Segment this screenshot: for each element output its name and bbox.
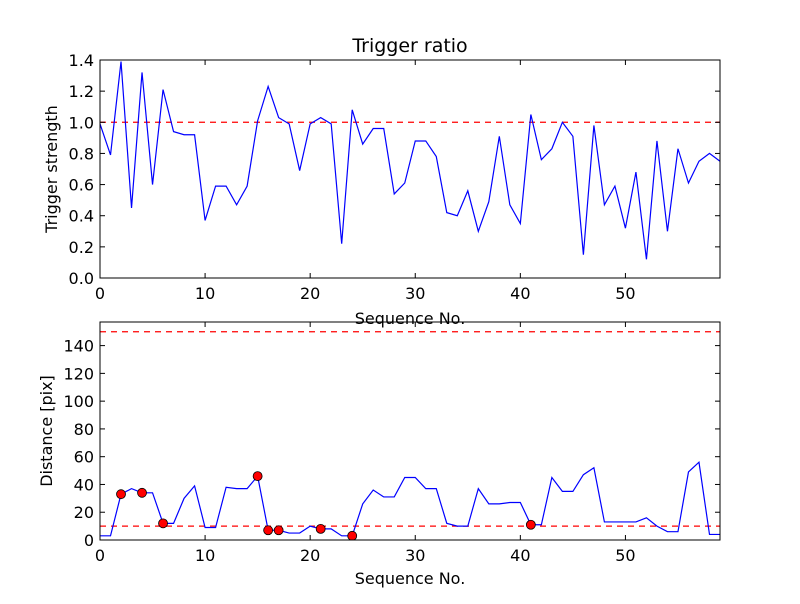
- top-y-tick-label: 1.0: [69, 113, 94, 132]
- bottom-x-tick-label: 30: [405, 546, 425, 565]
- bottom-x-axis-label: Sequence No.: [355, 569, 466, 588]
- bottom-marker-point: [315, 523, 326, 534]
- bottom-marker-point: [252, 471, 263, 482]
- top-x-tick-label: 40: [510, 284, 530, 303]
- bottom-x-tick-label: 10: [195, 546, 215, 565]
- bottom-marker-point: [116, 489, 126, 500]
- top-y-tick-label: 0.4: [69, 207, 94, 226]
- top-x-axis-label: Sequence No.: [355, 309, 466, 328]
- top-x-tick-label: 50: [615, 284, 635, 303]
- top-y-tick-label: 0.2: [69, 238, 94, 257]
- bottom-marker-point: [158, 518, 168, 529]
- bottom-axis-ticks: 0 10 20 30 40 50 0 20 40 60 80 100 120 140: [63, 322, 720, 565]
- top-x-tick-label: 10: [195, 284, 215, 303]
- bottom-y-tick-label: 60: [74, 448, 94, 467]
- bottom-y-tick-label: 20: [74, 503, 94, 522]
- bottom-y-tick-label: 120: [63, 364, 94, 383]
- bottom-y-axis-label: Distance [pix]: [37, 375, 56, 487]
- bottom-marker-point: [525, 519, 536, 530]
- top-axis-ticks: 0 10 20 30 40 50 0.0 0.2 0.4 0.6 0.8 1.0 1.2 1.4: [69, 51, 720, 303]
- bottom-plot-area: [100, 331, 720, 540]
- bottom-plot-frame: [99, 321, 721, 541]
- trigger-ratio-subplot: Trigger ratio 0 10 20 30 40 50 0.0 0.2 0.4 0.6 0.8…: [42, 35, 721, 328]
- bottom-y-tick-label: 140: [63, 337, 94, 356]
- bottom-marker-point: [137, 487, 147, 498]
- top-plot-frame: [99, 59, 721, 279]
- bottom-x-tick-label: 20: [300, 546, 320, 565]
- top-series-line: [100, 61, 720, 260]
- chart-title: Trigger ratio: [351, 35, 467, 57]
- top-y-tick-label: 0.6: [69, 176, 94, 195]
- bottom-x-tick-label: 0: [95, 546, 105, 565]
- top-y-tick-label: 0.0: [69, 269, 94, 288]
- bottom-y-tick-label: 100: [63, 392, 94, 411]
- top-x-tick-label: 20: [300, 284, 320, 303]
- bottom-marker-point: [273, 525, 284, 536]
- top-y-tick-label: 1.2: [69, 82, 94, 101]
- bottom-x-tick-label: 50: [615, 546, 635, 565]
- distance-subplot: 0 10 20 30 40 50 0 20 40 60 80 100 120 140 Sequence N…: [37, 321, 721, 588]
- top-y-tick-label: 1.4: [69, 51, 94, 70]
- top-y-tick-label: 0.8: [69, 144, 94, 163]
- top-y-axis-label: Trigger strength: [42, 105, 61, 234]
- bottom-x-tick-label: 40: [510, 546, 530, 565]
- bottom-y-tick-label: 40: [74, 475, 94, 494]
- top-x-tick-label: 0: [95, 284, 105, 303]
- bottom-y-tick-label: 0: [84, 531, 94, 550]
- bottom-marker-point: [347, 530, 358, 540]
- bottom-series-line: [100, 461, 720, 537]
- bottom-marker-point: [263, 525, 274, 536]
- top-plot-area: [100, 61, 720, 260]
- top-x-tick-label: 30: [405, 284, 425, 303]
- bottom-y-tick-label: 80: [74, 420, 94, 439]
